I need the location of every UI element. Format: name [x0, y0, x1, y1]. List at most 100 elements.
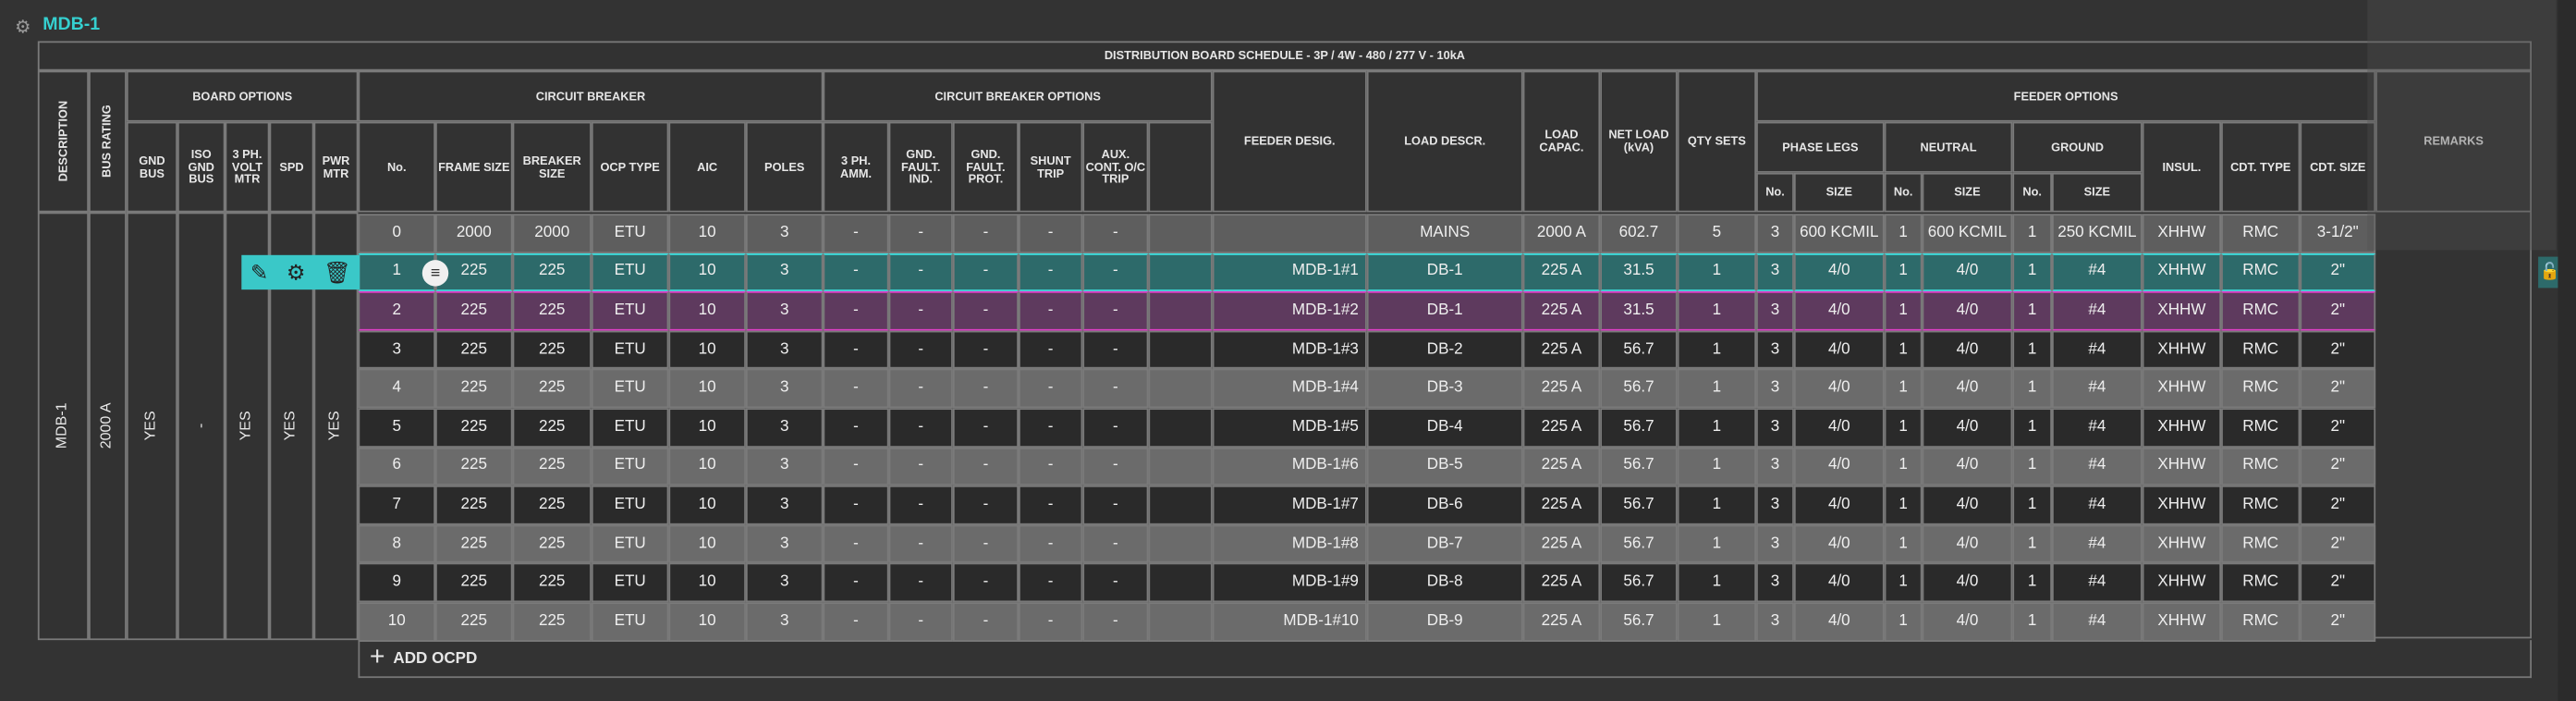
cell-aic[interactable]: 10 — [668, 408, 746, 448]
cell-n-no[interactable]: 1 — [1884, 252, 1923, 292]
cell-feeder[interactable]: MDB-1#6 — [1212, 447, 1367, 486]
cell-n-no[interactable]: 1 — [1884, 408, 1923, 448]
cell-qty[interactable]: 1 — [1677, 252, 1757, 292]
cell-ph-size[interactable]: 4/0 — [1793, 252, 1885, 292]
cell-cdt-type[interactable]: RMC — [2221, 563, 2301, 603]
cell-amm[interactable]: - — [823, 602, 889, 642]
cell-aic[interactable]: 10 — [668, 447, 746, 486]
cell-net[interactable]: 56.7 — [1600, 486, 1678, 525]
cell-g-no[interactable]: 1 — [2012, 252, 2052, 292]
cell-g-size[interactable]: #4 — [2051, 486, 2143, 525]
unlock-icon[interactable]: 🔓 — [2538, 256, 2561, 289]
cell-frame[interactable]: 225 — [435, 563, 513, 603]
cell-feeder[interactable]: MDB-1#10 — [1212, 602, 1367, 642]
cell-net[interactable]: 56.7 — [1600, 563, 1678, 603]
cell-shunt[interactable]: - — [1019, 214, 1083, 253]
cell-load[interactable]: DB-4 — [1366, 408, 1523, 448]
cell-aic[interactable]: 10 — [668, 524, 746, 564]
cell-aic[interactable]: 10 — [668, 291, 746, 331]
cell-ocp[interactable]: ETU — [591, 369, 669, 409]
cell-amm[interactable]: - — [823, 524, 889, 564]
cell-insul[interactable]: XHHW — [2142, 369, 2222, 409]
cell-cdt-type[interactable]: RMC — [2221, 330, 2301, 370]
cell-gfp[interactable]: - — [952, 563, 1019, 603]
cell-load[interactable]: DB-9 — [1366, 602, 1523, 642]
cell-cdt-type[interactable]: RMC — [2221, 291, 2301, 331]
cell-ph-no[interactable]: 3 — [1756, 447, 1794, 486]
cell-g-size[interactable]: #4 — [2051, 330, 2143, 370]
cell-load[interactable]: DB-5 — [1366, 447, 1523, 486]
cell-blank[interactable] — [1148, 486, 1213, 525]
cell-feeder[interactable]: MDB-1#5 — [1212, 408, 1367, 448]
cell-net[interactable]: 56.7 — [1600, 369, 1678, 409]
cell-capac[interactable]: 225 A — [1522, 369, 1601, 409]
cell-breaker[interactable]: 225 — [512, 524, 592, 564]
cell-aux[interactable]: - — [1082, 486, 1149, 525]
cell-aic[interactable]: 10 — [668, 330, 746, 370]
gear-icon[interactable]: ⚙ — [286, 259, 306, 284]
cell-breaker[interactable]: 225 — [512, 408, 592, 448]
cell-feeder[interactable]: MDB-1#8 — [1212, 524, 1367, 564]
cell-gfi[interactable]: - — [888, 291, 953, 331]
cell-ph-size[interactable]: 4/0 — [1793, 408, 1885, 448]
cell-cdt-type[interactable]: RMC — [2221, 252, 2301, 292]
cell-no[interactable]: 0 — [358, 214, 436, 253]
cell-capac[interactable]: 225 A — [1522, 486, 1601, 525]
cell-ph-size[interactable]: 4/0 — [1793, 330, 1885, 370]
cell-gfp[interactable]: - — [952, 447, 1019, 486]
cell-g-no[interactable]: 1 — [2012, 602, 2052, 642]
cell-n-no[interactable]: 1 — [1884, 563, 1923, 603]
cell-insul[interactable]: XHHW — [2142, 602, 2222, 642]
add-ocpd-button[interactable]: + ADD OCPD — [358, 640, 2533, 679]
cell-breaker[interactable]: 225 — [512, 252, 592, 292]
cell-ph-size[interactable]: 4/0 — [1793, 447, 1885, 486]
cell-amm[interactable]: - — [823, 563, 889, 603]
cell-qty[interactable]: 1 — [1677, 447, 1757, 486]
cell-breaker[interactable]: 225 — [512, 486, 592, 525]
cell-gfp[interactable]: - — [952, 291, 1019, 331]
cell-poles[interactable]: 3 — [745, 369, 824, 409]
vertical-scrollbar[interactable] — [2558, 0, 2576, 701]
cell-insul[interactable]: XHHW — [2142, 524, 2222, 564]
cell-gfp[interactable]: - — [952, 330, 1019, 370]
cell-poles[interactable]: 3 — [745, 252, 824, 292]
cell-poles[interactable]: 3 — [745, 214, 824, 253]
cell-qty[interactable]: 1 — [1677, 291, 1757, 331]
cell-gfp[interactable]: - — [952, 602, 1019, 642]
cell-ph-no[interactable]: 3 — [1756, 563, 1794, 603]
cell-gfi[interactable]: - — [888, 563, 953, 603]
cell-aux[interactable]: - — [1082, 408, 1149, 448]
cell-n-no[interactable]: 1 — [1884, 214, 1923, 253]
cell-capac[interactable]: 225 A — [1522, 602, 1601, 642]
cell-n-no[interactable]: 1 — [1884, 330, 1923, 370]
cell-g-no[interactable]: 1 — [2012, 369, 2052, 409]
cell-feeder[interactable]: MDB-1#1 — [1212, 252, 1367, 292]
cell-load[interactable]: DB-6 — [1366, 486, 1523, 525]
cell-shunt[interactable]: - — [1019, 524, 1083, 564]
cell-gfi[interactable]: - — [888, 408, 953, 448]
cell-feeder[interactable]: MDB-1#3 — [1212, 330, 1367, 370]
cell-g-no[interactable]: 1 — [2012, 486, 2052, 525]
cell-amm[interactable]: - — [823, 447, 889, 486]
cell-g-no[interactable]: 1 — [2012, 408, 2052, 448]
cell-n-size[interactable]: 4/0 — [1922, 447, 2013, 486]
cell-aux[interactable]: - — [1082, 563, 1149, 603]
cell-aux[interactable]: - — [1082, 291, 1149, 331]
cell-n-size[interactable]: 4/0 — [1922, 369, 2013, 409]
cell-blank[interactable] — [1148, 330, 1213, 370]
cell-ph-no[interactable]: 3 — [1756, 408, 1794, 448]
cell-no[interactable]: 4 — [358, 369, 436, 409]
cell-amm[interactable]: - — [823, 252, 889, 292]
cell-gfi[interactable]: - — [888, 330, 953, 370]
cell-blank[interactable] — [1148, 291, 1213, 331]
cell-cdt-type[interactable]: RMC — [2221, 214, 2301, 253]
cell-ocp[interactable]: ETU — [591, 252, 669, 292]
cell-shunt[interactable]: - — [1019, 408, 1083, 448]
cell-n-size[interactable]: 4/0 — [1922, 602, 2013, 642]
cell-aic[interactable]: 10 — [668, 252, 746, 292]
cell-g-no[interactable]: 1 — [2012, 524, 2052, 564]
cell-amm[interactable]: - — [823, 369, 889, 409]
cell-load[interactable]: DB-7 — [1366, 524, 1523, 564]
cell-no[interactable]: 5 — [358, 408, 436, 448]
cell-n-size[interactable]: 4/0 — [1922, 252, 2013, 292]
